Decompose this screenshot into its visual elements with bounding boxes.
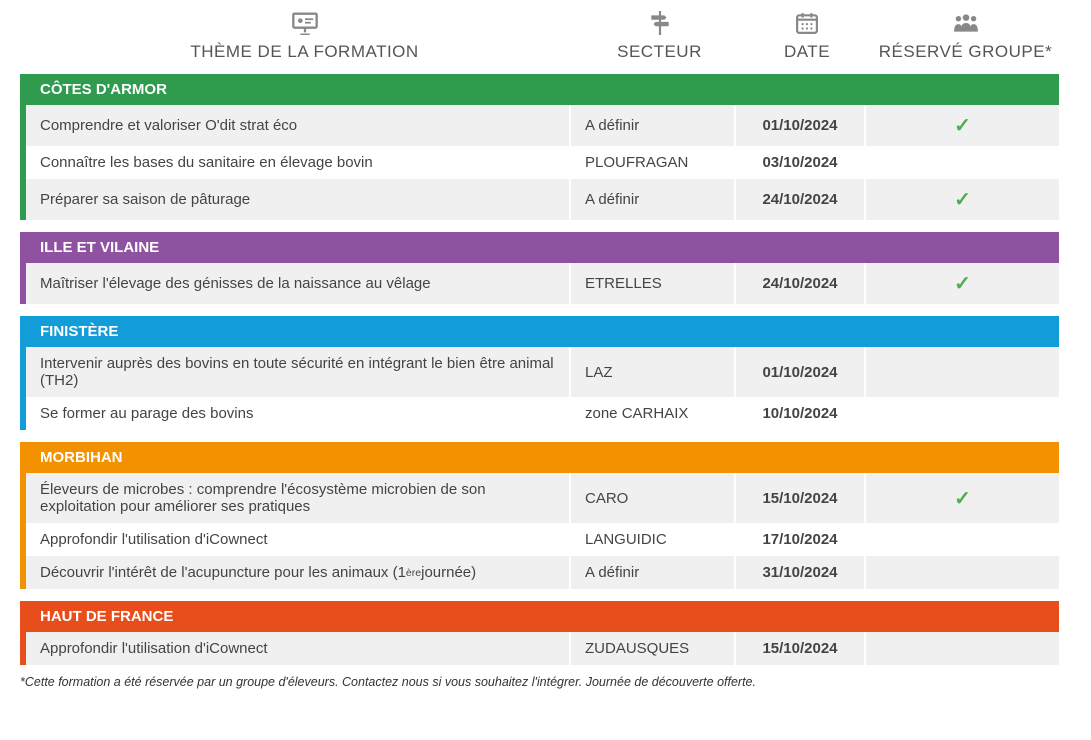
- cell-theme: Connaître les bases du sanitaire en élev…: [26, 146, 571, 179]
- table-row: Découvrir l'intérêt de l'acupuncture pou…: [26, 556, 1059, 589]
- cell-reserved: ✓: [866, 105, 1059, 146]
- cell-theme: Éleveurs de microbes : comprendre l'écos…: [26, 473, 571, 523]
- header-secteur: SECTEUR: [577, 10, 742, 62]
- table-row: Préparer sa saison de pâturageA définir2…: [26, 179, 1059, 220]
- cell-reserved: [866, 556, 1059, 589]
- header-secteur-label: SECTEUR: [617, 42, 702, 62]
- cell-date: 15/10/2024: [736, 632, 866, 665]
- cell-theme: Intervenir auprès des bovins en toute sé…: [26, 347, 571, 397]
- table-row: Se former au parage des bovinszone CARHA…: [26, 397, 1059, 430]
- header-groupe-label: RÉSERVÉ GROUPE*: [879, 42, 1052, 62]
- cell-secteur: zone CARHAIX: [571, 397, 736, 430]
- header-date-label: DATE: [784, 42, 830, 62]
- header-theme-label: THÈME DE LA FORMATION: [190, 42, 418, 62]
- cell-reserved: ✓: [866, 179, 1059, 220]
- column-headers: THÈME DE LA FORMATION SECTEUR DATE RÉSER…: [10, 10, 1081, 62]
- cell-secteur: PLOUFRAGAN: [571, 146, 736, 179]
- cell-theme: Se former au parage des bovins: [26, 397, 571, 430]
- cell-secteur: A définir: [571, 105, 736, 146]
- presentation-icon: [291, 10, 319, 36]
- cell-date: 17/10/2024: [736, 523, 866, 556]
- section-header: FINISTÈRE: [26, 316, 1059, 347]
- section: FINISTÈREIntervenir auprès des bovins en…: [20, 316, 1059, 430]
- cell-reserved: [866, 347, 1059, 397]
- cell-reserved: ✓: [866, 263, 1059, 304]
- table-row: Intervenir auprès des bovins en toute sé…: [26, 347, 1059, 397]
- section: HAUT DE FRANCEApprofondir l'utilisation …: [20, 601, 1059, 665]
- cell-reserved: ✓: [866, 473, 1059, 523]
- check-icon: ✓: [954, 271, 971, 296]
- cell-date: 24/10/2024: [736, 179, 866, 220]
- cell-theme: Comprendre et valoriser O'dit strat éco: [26, 105, 571, 146]
- table-row: Comprendre et valoriser O'dit strat écoA…: [26, 105, 1059, 146]
- cell-date: 01/10/2024: [736, 347, 866, 397]
- table-row: Éleveurs de microbes : comprendre l'écos…: [26, 473, 1059, 523]
- calendar-icon: [796, 10, 818, 36]
- table-row: Connaître les bases du sanitaire en élev…: [26, 146, 1059, 179]
- table-row: Maîtriser l'élevage des génisses de la n…: [26, 263, 1059, 304]
- table-row: Approfondir l'utilisation d'iCownectLANG…: [26, 523, 1059, 556]
- cell-secteur: A définir: [571, 179, 736, 220]
- header-groupe: RÉSERVÉ GROUPE*: [872, 10, 1059, 62]
- check-icon: ✓: [954, 187, 971, 212]
- cell-reserved: [866, 523, 1059, 556]
- section: ILLE ET VILAINEMaîtriser l'élevage des g…: [20, 232, 1059, 304]
- section: MORBIHANÉleveurs de microbes : comprendr…: [20, 442, 1059, 589]
- cell-date: 10/10/2024: [736, 397, 866, 430]
- cell-date: 31/10/2024: [736, 556, 866, 589]
- section-header: CÔTES D'ARMOR: [26, 74, 1059, 105]
- cell-secteur: LANGUIDIC: [571, 523, 736, 556]
- cell-secteur: LAZ: [571, 347, 736, 397]
- table-row: Approfondir l'utilisation d'iCownectZUDA…: [26, 632, 1059, 665]
- cell-secteur: CARO: [571, 473, 736, 523]
- cell-theme: Préparer sa saison de pâturage: [26, 179, 571, 220]
- cell-date: 01/10/2024: [736, 105, 866, 146]
- cell-reserved: [866, 397, 1059, 430]
- section-header: HAUT DE FRANCE: [26, 601, 1059, 632]
- cell-date: 03/10/2024: [736, 146, 866, 179]
- cell-theme: Découvrir l'intérêt de l'acupuncture pou…: [26, 556, 571, 589]
- footnote: *Cette formation a été réservée par un g…: [20, 675, 1081, 689]
- cell-theme: Approfondir l'utilisation d'iCownect: [26, 632, 571, 665]
- group-icon: [953, 10, 979, 36]
- cell-theme: Approfondir l'utilisation d'iCownect: [26, 523, 571, 556]
- check-icon: ✓: [954, 486, 971, 511]
- cell-theme: Maîtriser l'élevage des génisses de la n…: [26, 263, 571, 304]
- cell-reserved: [866, 632, 1059, 665]
- section-header: MORBIHAN: [26, 442, 1059, 473]
- section-header: ILLE ET VILAINE: [26, 232, 1059, 263]
- header-theme: THÈME DE LA FORMATION: [32, 10, 577, 62]
- cell-date: 24/10/2024: [736, 263, 866, 304]
- cell-secteur: ZUDAUSQUES: [571, 632, 736, 665]
- sections-container: CÔTES D'ARMORComprendre et valoriser O'd…: [10, 74, 1081, 665]
- check-icon: ✓: [954, 113, 971, 138]
- cell-date: 15/10/2024: [736, 473, 866, 523]
- cell-reserved: [866, 146, 1059, 179]
- cell-secteur: A définir: [571, 556, 736, 589]
- header-date: DATE: [742, 10, 872, 62]
- section: CÔTES D'ARMORComprendre et valoriser O'd…: [20, 74, 1059, 220]
- cell-secteur: ETRELLES: [571, 263, 736, 304]
- signpost-icon: [649, 10, 671, 36]
